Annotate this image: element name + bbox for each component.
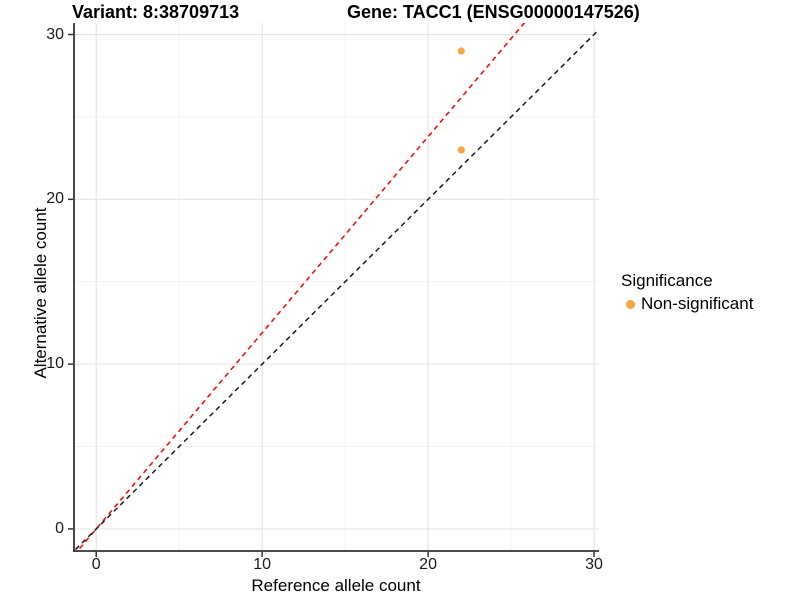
- legend-item-label: Non-significant: [641, 294, 754, 313]
- data-point: [457, 47, 465, 55]
- legend: Significance Non-significant: [621, 271, 753, 314]
- legend-title: Significance: [621, 271, 713, 290]
- plot-canvas: [68, 23, 599, 557]
- x-tick-label: 10: [253, 556, 272, 573]
- data-point: [457, 146, 465, 154]
- y-tick-label: 30: [46, 25, 64, 43]
- gene-title: Gene: TACC1 (ENSG00000147526): [347, 2, 640, 22]
- x-axis-title: Reference allele count: [251, 576, 421, 595]
- y-tick-label: 10: [46, 355, 64, 373]
- variant-title: Variant: 8:38709713: [72, 2, 240, 22]
- non-significant-dot-icon: [626, 299, 635, 309]
- expected-ratio-line: [75, 23, 526, 552]
- x-tick-label: 30: [585, 556, 603, 573]
- x-tick-label: 0: [91, 556, 101, 573]
- y-tick-label: 20: [46, 190, 64, 208]
- identity-line: [73, 28, 599, 552]
- y-tick-label: 0: [55, 519, 64, 537]
- y-axis-title: Alternative allele count: [31, 207, 50, 379]
- x-tick-label: 20: [419, 556, 437, 573]
- legend-item-non-significant: Non-significant: [621, 294, 753, 314]
- plot-panel: [68, 23, 599, 557]
